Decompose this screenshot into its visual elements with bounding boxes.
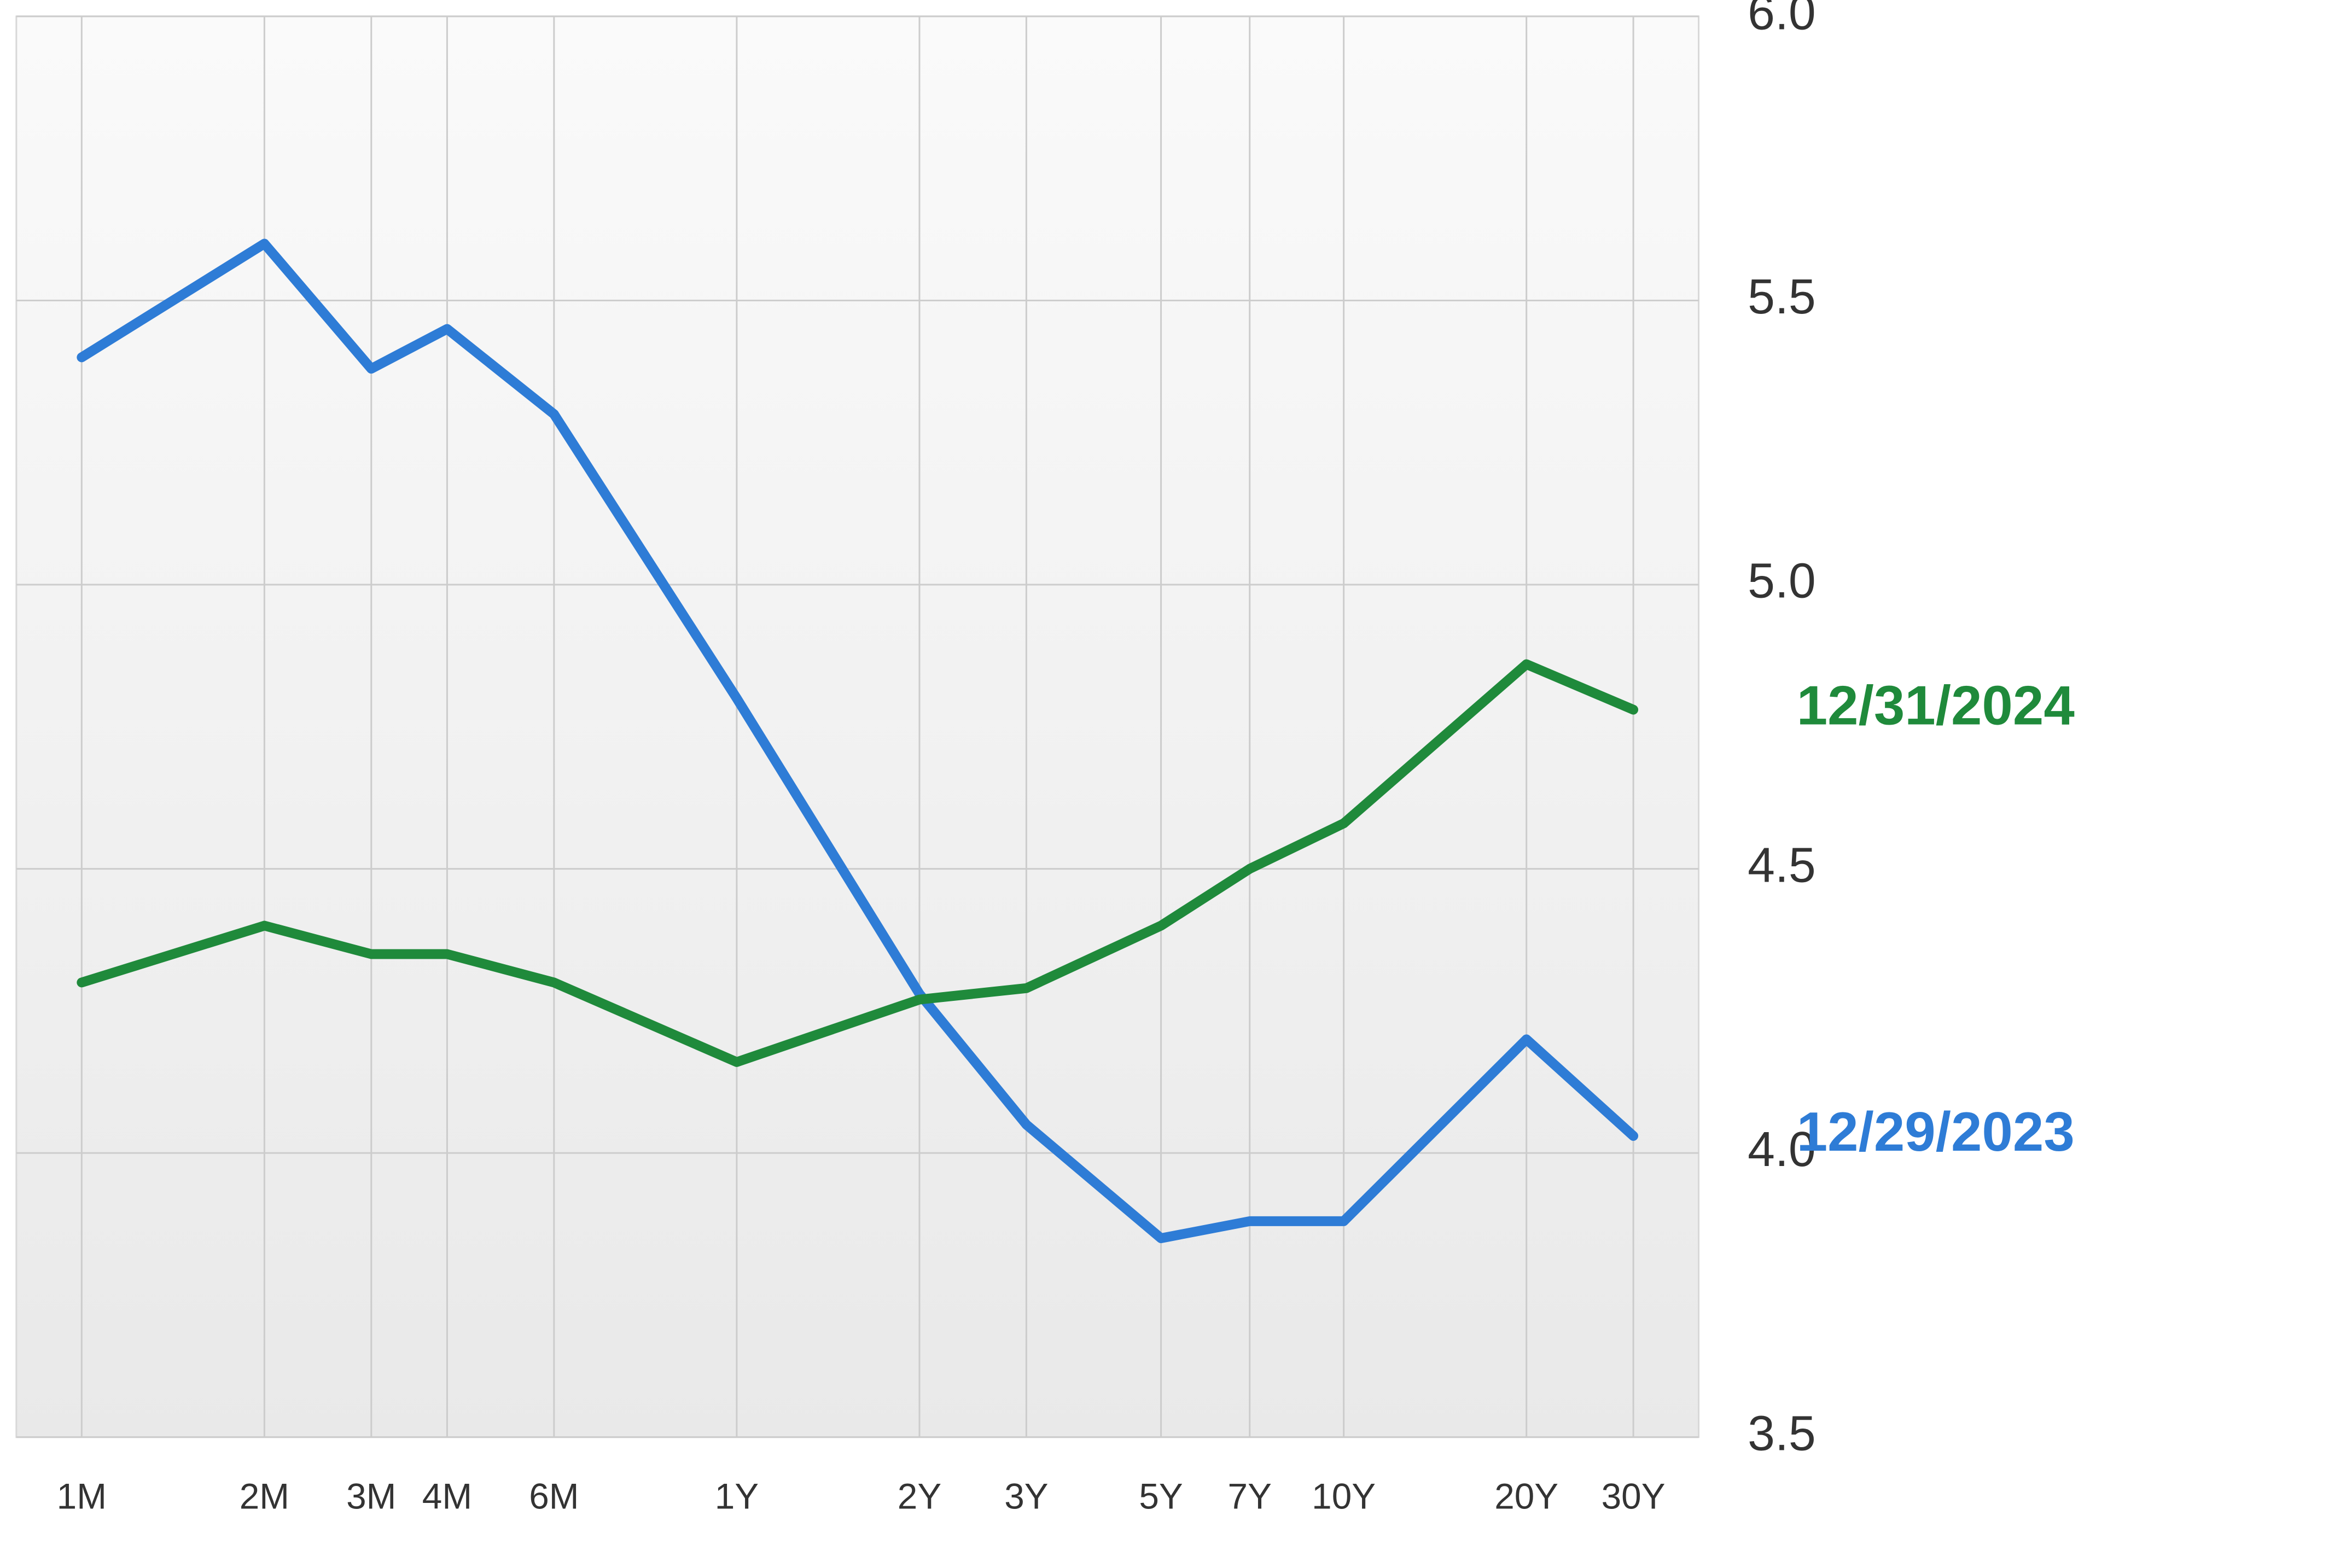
x-tick-label: 6M (529, 1477, 579, 1517)
x-tick-label: 10Y (1312, 1477, 1376, 1517)
x-tick-label: 1Y (715, 1477, 759, 1517)
x-tick-label: 7Y (1228, 1477, 1272, 1517)
series-label: 12/31/2024 (1797, 674, 2075, 736)
y-tick-label: 4.5 (1748, 837, 1816, 892)
y-tick-label: 6.0 (1748, 0, 1816, 40)
x-tick-label: 5Y (1139, 1477, 1183, 1517)
x-tick-label: 4M (422, 1477, 472, 1517)
x-axis-labels: 1M 2M 3M 4M 6M 1Y 2Y 3Y 5Y 7Y 10Y 20Y 30Y (57, 1477, 1666, 1517)
x-tick-label: 2M (240, 1477, 289, 1517)
plot-area (16, 16, 1699, 1437)
x-tick-label: 3Y (1004, 1477, 1048, 1517)
series-labels: 12/29/2023 12/31/2024 (1797, 674, 2075, 1162)
y-tick-label: 3.5 (1748, 1406, 1816, 1460)
y-tick-label: 5.5 (1748, 269, 1816, 324)
x-tick-label: 3M (346, 1477, 396, 1517)
y-tick-label: 5.0 (1748, 553, 1816, 608)
x-tick-label: 2Y (898, 1477, 941, 1517)
x-tick-label: 20Y (1494, 1477, 1558, 1517)
yield-curve-chart: 3.54.04.55.05.56.0 1M2M3M4M6M1Y2Y3Y5Y7Y1… (0, 0, 2352, 1568)
series-label: 12/29/2023 (1797, 1100, 2075, 1163)
x-tick-label: 30Y (1602, 1477, 1666, 1517)
chart-svg: 3.54.04.55.05.56.0 1M2M3M4M6M1Y2Y3Y5Y7Y1… (0, 0, 2352, 1568)
x-tick-label: 1M (57, 1477, 107, 1517)
